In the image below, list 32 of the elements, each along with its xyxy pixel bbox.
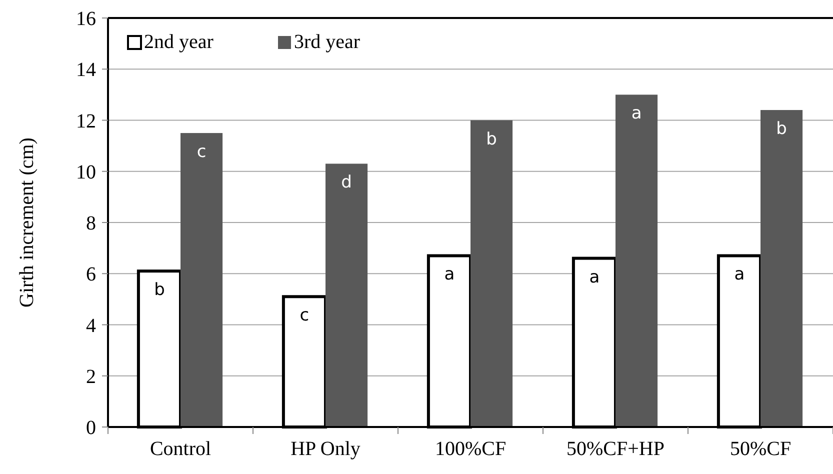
data-label: a [444, 264, 455, 285]
data-label: b [776, 119, 787, 140]
data-label: a [734, 264, 745, 285]
x-tick-label: 50%CF [730, 438, 792, 460]
y-tick-label: 12 [76, 110, 96, 132]
y-axis-title: Girth increment (cm) [16, 138, 38, 308]
y-tick-label: 10 [76, 161, 96, 184]
y-tick-label: 8 [86, 212, 96, 234]
bar [616, 94, 658, 427]
bar [180, 133, 223, 427]
y-tick-label: 0 [86, 417, 96, 439]
y-tick-label: 6 [86, 264, 96, 286]
x-tick-label: HP Only [290, 438, 360, 460]
y-tick-label: 4 [86, 314, 96, 337]
data-label: b [154, 280, 165, 300]
y-tick-label: 14 [76, 59, 96, 82]
x-tick-label: Control [150, 438, 212, 460]
bar [470, 120, 513, 427]
data-label: b [486, 129, 497, 150]
data-label: a [631, 104, 642, 124]
data-label: c [196, 142, 206, 162]
data-label: a [589, 267, 600, 288]
legend-label: 3rd year [294, 31, 360, 53]
bar [326, 164, 368, 427]
data-label: d [341, 172, 352, 193]
data-label: c [300, 306, 310, 326]
bar [760, 110, 803, 427]
y-tick-label: 16 [76, 8, 96, 30]
x-tick-label: 100%CF [434, 438, 506, 460]
legend-label: 2nd year [144, 31, 214, 53]
x-tick-label: 50%CF+HP [566, 438, 664, 460]
y-tick-label: 2 [86, 366, 96, 388]
